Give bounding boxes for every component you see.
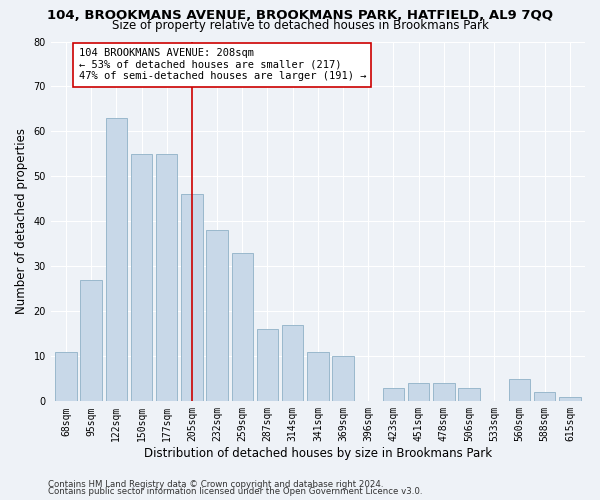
- Bar: [509, 379, 530, 402]
- Bar: [80, 280, 102, 402]
- Text: Size of property relative to detached houses in Brookmans Park: Size of property relative to detached ho…: [112, 18, 488, 32]
- Text: 104, BROOKMANS AVENUE, BROOKMANS PARK, HATFIELD, AL9 7QQ: 104, BROOKMANS AVENUE, BROOKMANS PARK, H…: [47, 9, 553, 22]
- Bar: [55, 352, 77, 402]
- Bar: [433, 384, 455, 402]
- Bar: [408, 384, 430, 402]
- X-axis label: Distribution of detached houses by size in Brookmans Park: Distribution of detached houses by size …: [144, 447, 492, 460]
- Bar: [458, 388, 480, 402]
- Bar: [383, 388, 404, 402]
- Bar: [106, 118, 127, 402]
- Bar: [534, 392, 556, 402]
- Bar: [257, 330, 278, 402]
- Text: 104 BROOKMANS AVENUE: 208sqm
← 53% of detached houses are smaller (217)
47% of s: 104 BROOKMANS AVENUE: 208sqm ← 53% of de…: [79, 48, 366, 82]
- Text: Contains HM Land Registry data © Crown copyright and database right 2024.: Contains HM Land Registry data © Crown c…: [48, 480, 383, 489]
- Bar: [307, 352, 329, 402]
- Bar: [206, 230, 228, 402]
- Bar: [282, 325, 304, 402]
- Bar: [332, 356, 354, 402]
- Bar: [181, 194, 203, 402]
- Bar: [232, 253, 253, 402]
- Bar: [559, 397, 581, 402]
- Bar: [156, 154, 178, 402]
- Bar: [131, 154, 152, 402]
- Text: Contains public sector information licensed under the Open Government Licence v3: Contains public sector information licen…: [48, 487, 422, 496]
- Y-axis label: Number of detached properties: Number of detached properties: [15, 128, 28, 314]
